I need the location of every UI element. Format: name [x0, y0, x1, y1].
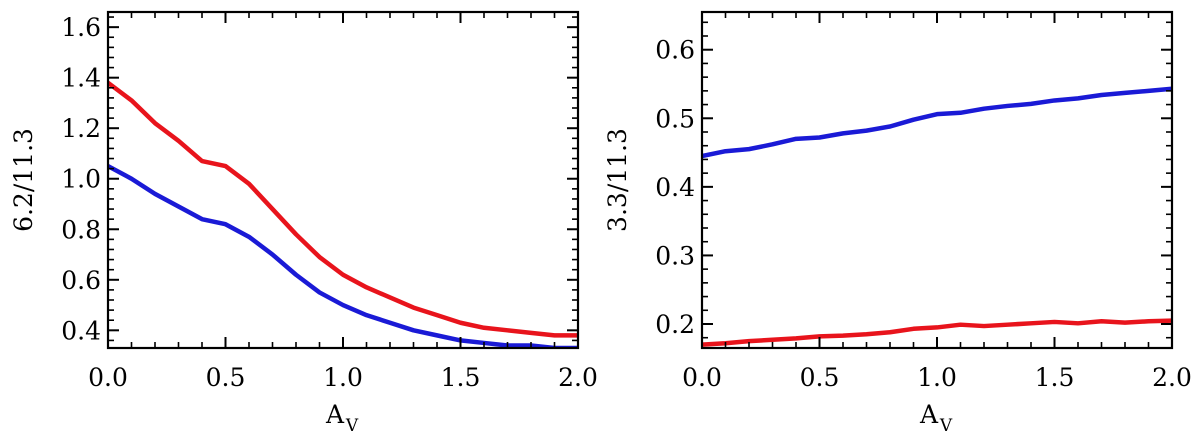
y-tick-label: 0.3	[655, 241, 695, 270]
x-tick-label: 0.5	[800, 363, 840, 392]
y-axis-label: 6.2/11.3	[9, 128, 38, 232]
x-tick-label: 0.5	[206, 363, 246, 392]
x-axis-label: A	[919, 400, 939, 429]
series-line-0	[702, 86, 1172, 159]
x-tick-label: 0.0	[88, 363, 128, 392]
plot-frame	[700, 10, 1174, 350]
series-line-0	[108, 80, 578, 338]
x-tick-label: 2.0	[558, 363, 598, 392]
x-axis-label-subscript: V	[345, 416, 359, 436]
y-tick-label: 1.6	[61, 13, 101, 42]
panel-right: 0.0 0.5 1.0 1.5 2.0 0.2 0.3 0.4 0.5 0.6 A V 3.3/11.3	[603, 10, 1192, 436]
panel-left: 0.0 0.5 1.0 1.5 2.0 0.4 0.6 0.8 1.0 1.2 1.4 1.6 A V 6.…	[9, 10, 598, 436]
y-tick-label: 1.4	[61, 64, 101, 93]
y-tick-label: 0.6	[655, 36, 695, 65]
x-tick-label: 0.0	[682, 363, 722, 392]
y-tick-label: 1.0	[61, 165, 101, 194]
plot-frame	[106, 10, 580, 350]
y-tick-label: 0.4	[655, 173, 695, 202]
y-tick-label: 1.2	[61, 114, 101, 143]
x-axis-label-subscript: V	[939, 416, 953, 436]
x-axis-label: A	[325, 400, 345, 429]
y-axis-label: 3.3/11.3	[603, 128, 632, 232]
y-tick-label: 0.8	[61, 215, 101, 244]
series-line-1	[702, 318, 1172, 347]
series-line-1	[108, 163, 578, 348]
x-tick-label: 1.5	[1035, 363, 1075, 392]
y-tick-label: 0.5	[655, 104, 695, 133]
x-tick-label: 2.0	[1152, 363, 1192, 392]
x-tick-label: 1.5	[441, 363, 481, 392]
y-tick-label: 0.6	[61, 266, 101, 295]
y-tick-label: 0.2	[655, 310, 695, 339]
x-tick-label: 1.0	[323, 363, 363, 392]
x-tick-label: 1.0	[917, 363, 957, 392]
y-tick-label: 0.4	[61, 316, 101, 345]
